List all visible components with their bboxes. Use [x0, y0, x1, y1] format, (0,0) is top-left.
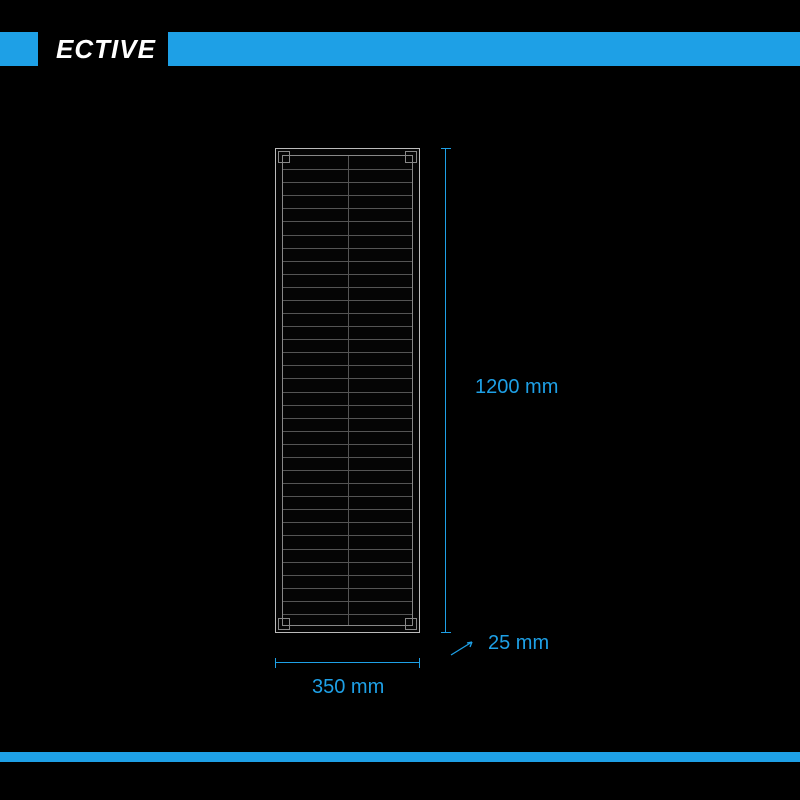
panel-cell-row: [283, 339, 412, 340]
panel-cell-row: [283, 195, 412, 196]
panel-cell-row: [283, 378, 412, 379]
panel-cell-row: [283, 575, 412, 576]
dimension-tick: [419, 658, 420, 668]
panel-cell-row: [283, 365, 412, 366]
dimension-label-height: 1200 mm: [475, 376, 558, 399]
panel-corner: [405, 618, 417, 630]
panel-cell-row: [283, 522, 412, 523]
panel-cell-row: [283, 326, 412, 327]
panel-cell-row: [283, 182, 412, 183]
panel-cell-row: [283, 352, 412, 353]
panel-cell-row: [283, 221, 412, 222]
brand-text: ECTIVE: [56, 34, 156, 65]
panel-cell-row: [283, 392, 412, 393]
panel-cell-row: [283, 549, 412, 550]
panel-cell-row: [283, 274, 412, 275]
dimension-tick: [275, 658, 276, 668]
panel-cell-row: [283, 483, 412, 484]
dimension-depth-arrow: [450, 640, 476, 652]
panel-cell-row: [283, 313, 412, 314]
panel-cell-row: [283, 496, 412, 497]
solar-panel-cells-area: [282, 155, 413, 626]
panel-cell-row: [283, 470, 412, 471]
brand-bar: ECTIVE: [0, 32, 800, 66]
solar-panel-diagram: [275, 148, 420, 633]
footer-bar: [0, 752, 800, 762]
panel-cell-row: [283, 287, 412, 288]
panel-cell-row: [283, 248, 412, 249]
panel-cell-row: [283, 601, 412, 602]
panel-cell-row: [283, 405, 412, 406]
panel-cell-row: [283, 588, 412, 589]
panel-corner: [405, 151, 417, 163]
panel-cell-row: [283, 261, 412, 262]
dimension-line-height: [445, 148, 446, 633]
dimension-label-width: 350 mm: [312, 676, 384, 699]
panel-cell-row: [283, 562, 412, 563]
panel-cell-row: [283, 235, 412, 236]
panel-corner: [278, 151, 290, 163]
panel-cell-row: [283, 418, 412, 419]
panel-cell-row: [283, 431, 412, 432]
brand-bar-left: [0, 32, 38, 66]
panel-cell-row: [283, 300, 412, 301]
panel-cell-row: [283, 614, 412, 615]
brand-bar-right: [168, 32, 800, 66]
brand-logo: ECTIVE: [38, 32, 168, 66]
dimension-line-width: [275, 662, 420, 663]
panel-cell-row: [283, 509, 412, 510]
panel-cell-row: [283, 444, 412, 445]
panel-cell-row: [283, 169, 412, 170]
panel-center-divider: [348, 156, 349, 625]
panel-cell-row: [283, 208, 412, 209]
panel-cell-row: [283, 457, 412, 458]
dimension-tick: [441, 148, 451, 149]
panel-corner: [278, 618, 290, 630]
panel-cell-row: [283, 535, 412, 536]
dimension-label-depth: 25 mm: [488, 632, 549, 655]
dimension-tick: [441, 632, 451, 633]
